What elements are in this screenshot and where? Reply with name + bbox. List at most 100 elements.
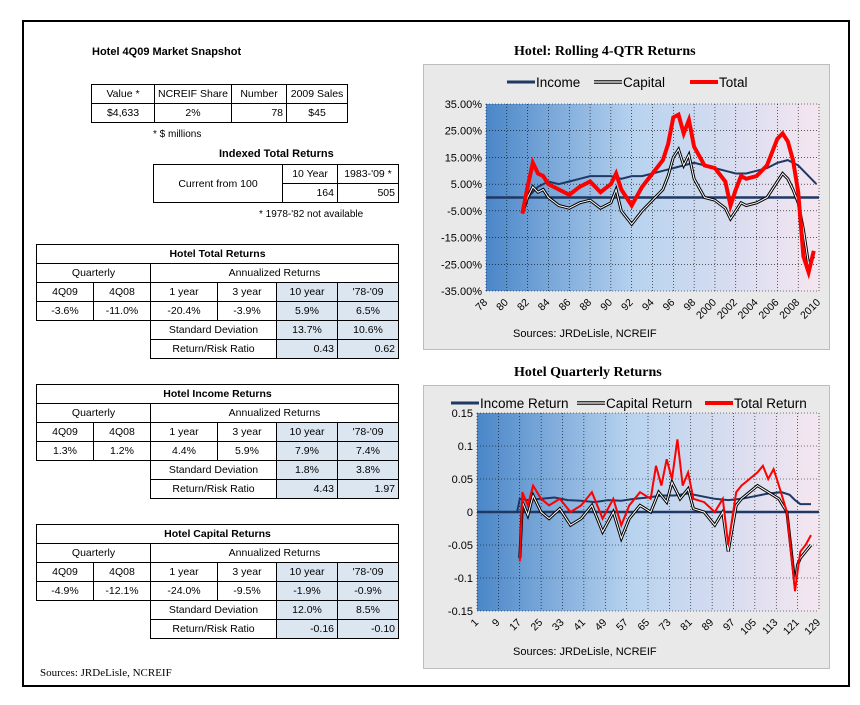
snapshot-header: 2009 Sales	[286, 84, 349, 104]
y-tick-label: 0.1	[458, 441, 473, 453]
x-tick-label: 89	[699, 617, 716, 634]
legend-label: Capital	[623, 75, 665, 90]
col-header: 4Q09	[36, 562, 94, 582]
x-tick-label: 105	[738, 617, 759, 638]
return-value: 5.9%	[217, 441, 277, 461]
indexed-note: * 1978-'82 not available	[259, 209, 364, 220]
annualized-label: Annualized Returns	[150, 543, 399, 563]
x-tick-label: 33	[550, 617, 567, 634]
return-value: 5.9%	[276, 301, 338, 321]
return-risk-value: -0.10	[337, 619, 399, 639]
indexed-value: 164	[282, 183, 338, 203]
return-risk-value: 0.43	[276, 339, 338, 359]
footer-source: Sources: JRDeLisle, NCREIF	[40, 667, 172, 679]
annualized-label: Annualized Returns	[150, 263, 399, 283]
return-value: 6.5%	[337, 301, 399, 321]
snapshot-value: 78	[231, 103, 288, 123]
y-tick-label: 5.00%	[451, 179, 482, 191]
y-tick-label: -35.00%	[441, 286, 482, 298]
x-tick-label: 1	[469, 617, 482, 630]
y-tick-label: 0.05	[452, 474, 473, 486]
col-header: 4Q08	[93, 282, 151, 302]
snapshot-table: Value * NCREIF Share Number 2009 Sales $…	[91, 84, 349, 123]
return-value: -4.9%	[36, 581, 94, 601]
return-value: 1.3%	[36, 441, 94, 461]
y-tick-label: -0.15	[448, 606, 473, 618]
chart1-title: Hotel: Rolling 4-QTR Returns	[514, 44, 696, 59]
col-header: '78-'09	[337, 422, 399, 442]
col-header: 4Q09	[36, 282, 94, 302]
x-tick-label: 2006	[756, 297, 781, 322]
col-header: 3 year	[217, 422, 277, 442]
return-value: -12.1%	[93, 581, 151, 601]
return-value: 7.9%	[276, 441, 338, 461]
series-line-capital	[521, 148, 815, 266]
col-header: '78-'09	[337, 282, 399, 302]
indexed-col-header: 10 Year	[282, 164, 338, 184]
std-dev-label: Standard Deviation	[150, 460, 277, 480]
series-line-total	[520, 111, 816, 280]
x-tick-label: 65	[635, 617, 652, 634]
x-tick-label: 73	[657, 617, 674, 634]
return-value: -20.4%	[150, 301, 218, 321]
y-tick-label: -0.05	[448, 540, 473, 552]
y-tick-label: -5.00%	[447, 206, 482, 218]
series-line-total-return	[518, 439, 812, 592]
return-value: -9.5%	[217, 581, 277, 601]
returns-table-title: Hotel Income Returns	[36, 384, 399, 404]
x-tick-label: 57	[614, 617, 631, 634]
return-risk-label: Return/Risk Ratio	[150, 339, 277, 359]
return-value: 7.4%	[337, 441, 399, 461]
chart-source: Sources: JRDeLisle, NCREIF	[513, 646, 657, 658]
std-dev-value: 10.6%	[337, 320, 399, 340]
x-tick-label: 2008	[777, 297, 802, 322]
return-value: -3.9%	[217, 301, 277, 321]
snapshot-header: NCREIF Share	[153, 84, 233, 104]
col-header: 4Q08	[93, 562, 151, 582]
return-value: 1.2%	[93, 441, 151, 461]
snapshot-title: Hotel 4Q09 Market Snapshot	[92, 46, 242, 58]
col-header: 1 year	[150, 562, 218, 582]
x-tick-label: 41	[571, 617, 588, 634]
indexed-table: Current from 100 10 Year 1983-'09 * 164 …	[153, 164, 399, 203]
snapshot-header: Number	[231, 84, 288, 104]
return-value: 4.4%	[150, 441, 218, 461]
col-header: 4Q09	[36, 422, 94, 442]
indexed-row-label: Current from 100	[153, 164, 283, 203]
chart2-title: Hotel Quarterly Returns	[514, 365, 662, 380]
col-header: 10 year	[276, 422, 338, 442]
std-dev-value: 8.5%	[337, 600, 399, 620]
chart-source: Sources: JRDeLisle, NCREIF	[513, 328, 657, 340]
snapshot-header: Value *	[91, 84, 155, 104]
snapshot-value: $4,633	[91, 103, 155, 123]
x-tick-label: 82	[515, 297, 532, 314]
x-tick-label: 96	[661, 297, 678, 314]
quarterly-label: Quarterly	[36, 263, 151, 283]
col-header: '78-'09	[337, 562, 399, 582]
col-header: 3 year	[217, 562, 277, 582]
x-tick-label: 17	[507, 617, 524, 634]
return-value: -1.9%	[276, 581, 338, 601]
y-tick-label: -0.1	[454, 573, 473, 585]
col-header: 4Q08	[93, 422, 151, 442]
series-line-capital	[519, 480, 812, 585]
col-header: 10 year	[276, 562, 338, 582]
returns-table: Hotel Income Returns Quarterly Annualize…	[36, 384, 399, 499]
legend-label: Capital Return	[606, 396, 692, 411]
snapshot-value: $45	[286, 103, 349, 123]
y-tick-label: 15.00%	[445, 152, 483, 164]
quarterly-returns-chart: 0.15 0.1 0.05 0 -0.05 -0.1 -0.151 9 17 25 33 41 49 57…	[448, 396, 823, 658]
x-tick-label: 113	[760, 617, 780, 637]
x-tick-label: 90	[598, 297, 615, 314]
x-tick-label: 80	[494, 297, 511, 314]
y-tick-label: 0.15	[452, 408, 473, 420]
col-header: 1 year	[150, 282, 218, 302]
x-tick-label: 78	[473, 297, 490, 314]
legend-label: Total	[719, 75, 748, 90]
legend-label: Total Return	[734, 396, 807, 411]
std-dev-value: 3.8%	[337, 460, 399, 480]
quarterly-label: Quarterly	[36, 543, 151, 563]
std-dev-label: Standard Deviation	[150, 600, 277, 620]
returns-table: Hotel Total Returns Quarterly Annualized…	[36, 244, 399, 359]
legend-label: Income	[536, 75, 580, 90]
